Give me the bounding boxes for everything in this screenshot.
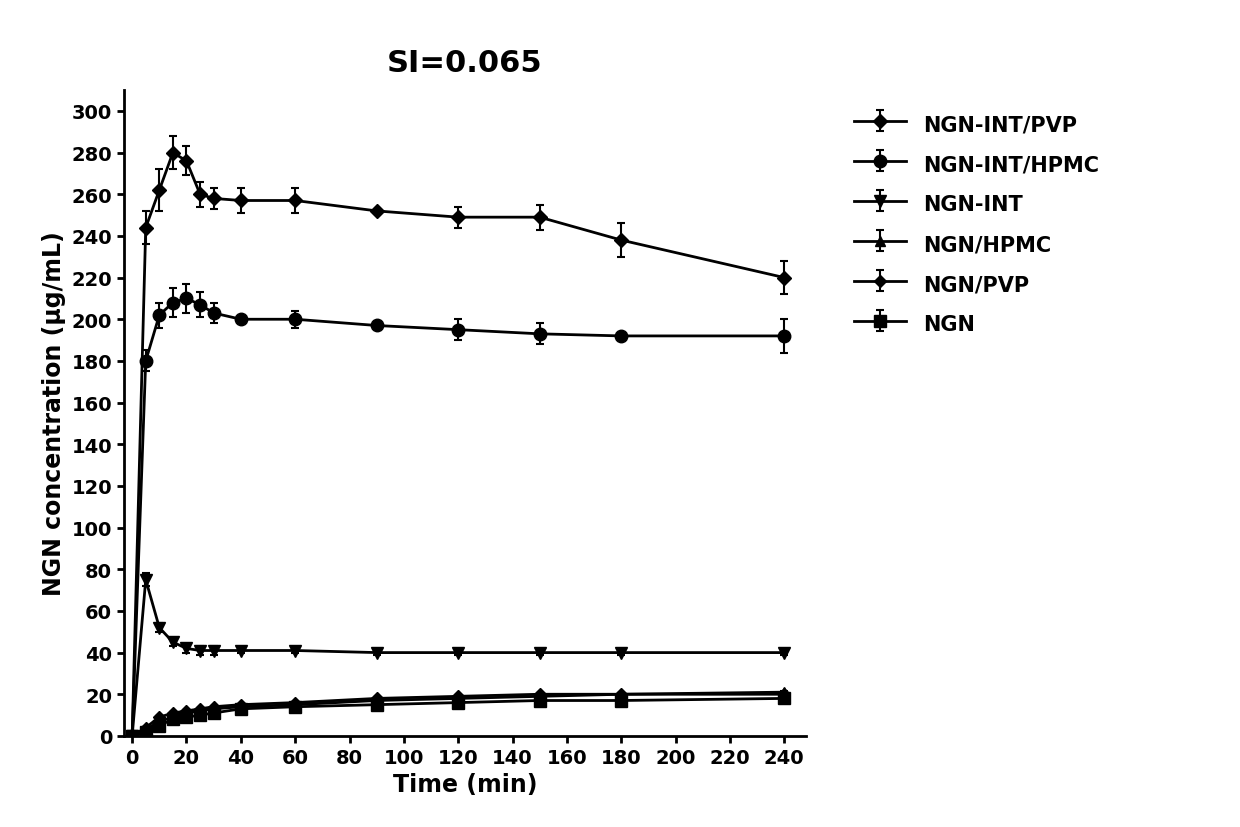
Title: SI=0.065: SI=0.065 (387, 49, 543, 78)
X-axis label: Time (min): Time (min) (393, 772, 537, 796)
Legend: NGN-INT/PVP, NGN-INT/HPMC, NGN-INT, NGN/HPMC, NGN/PVP, NGN: NGN-INT/PVP, NGN-INT/HPMC, NGN-INT, NGN/… (843, 102, 1110, 347)
Y-axis label: NGN concentration (μg/mL): NGN concentration (μg/mL) (42, 232, 66, 595)
